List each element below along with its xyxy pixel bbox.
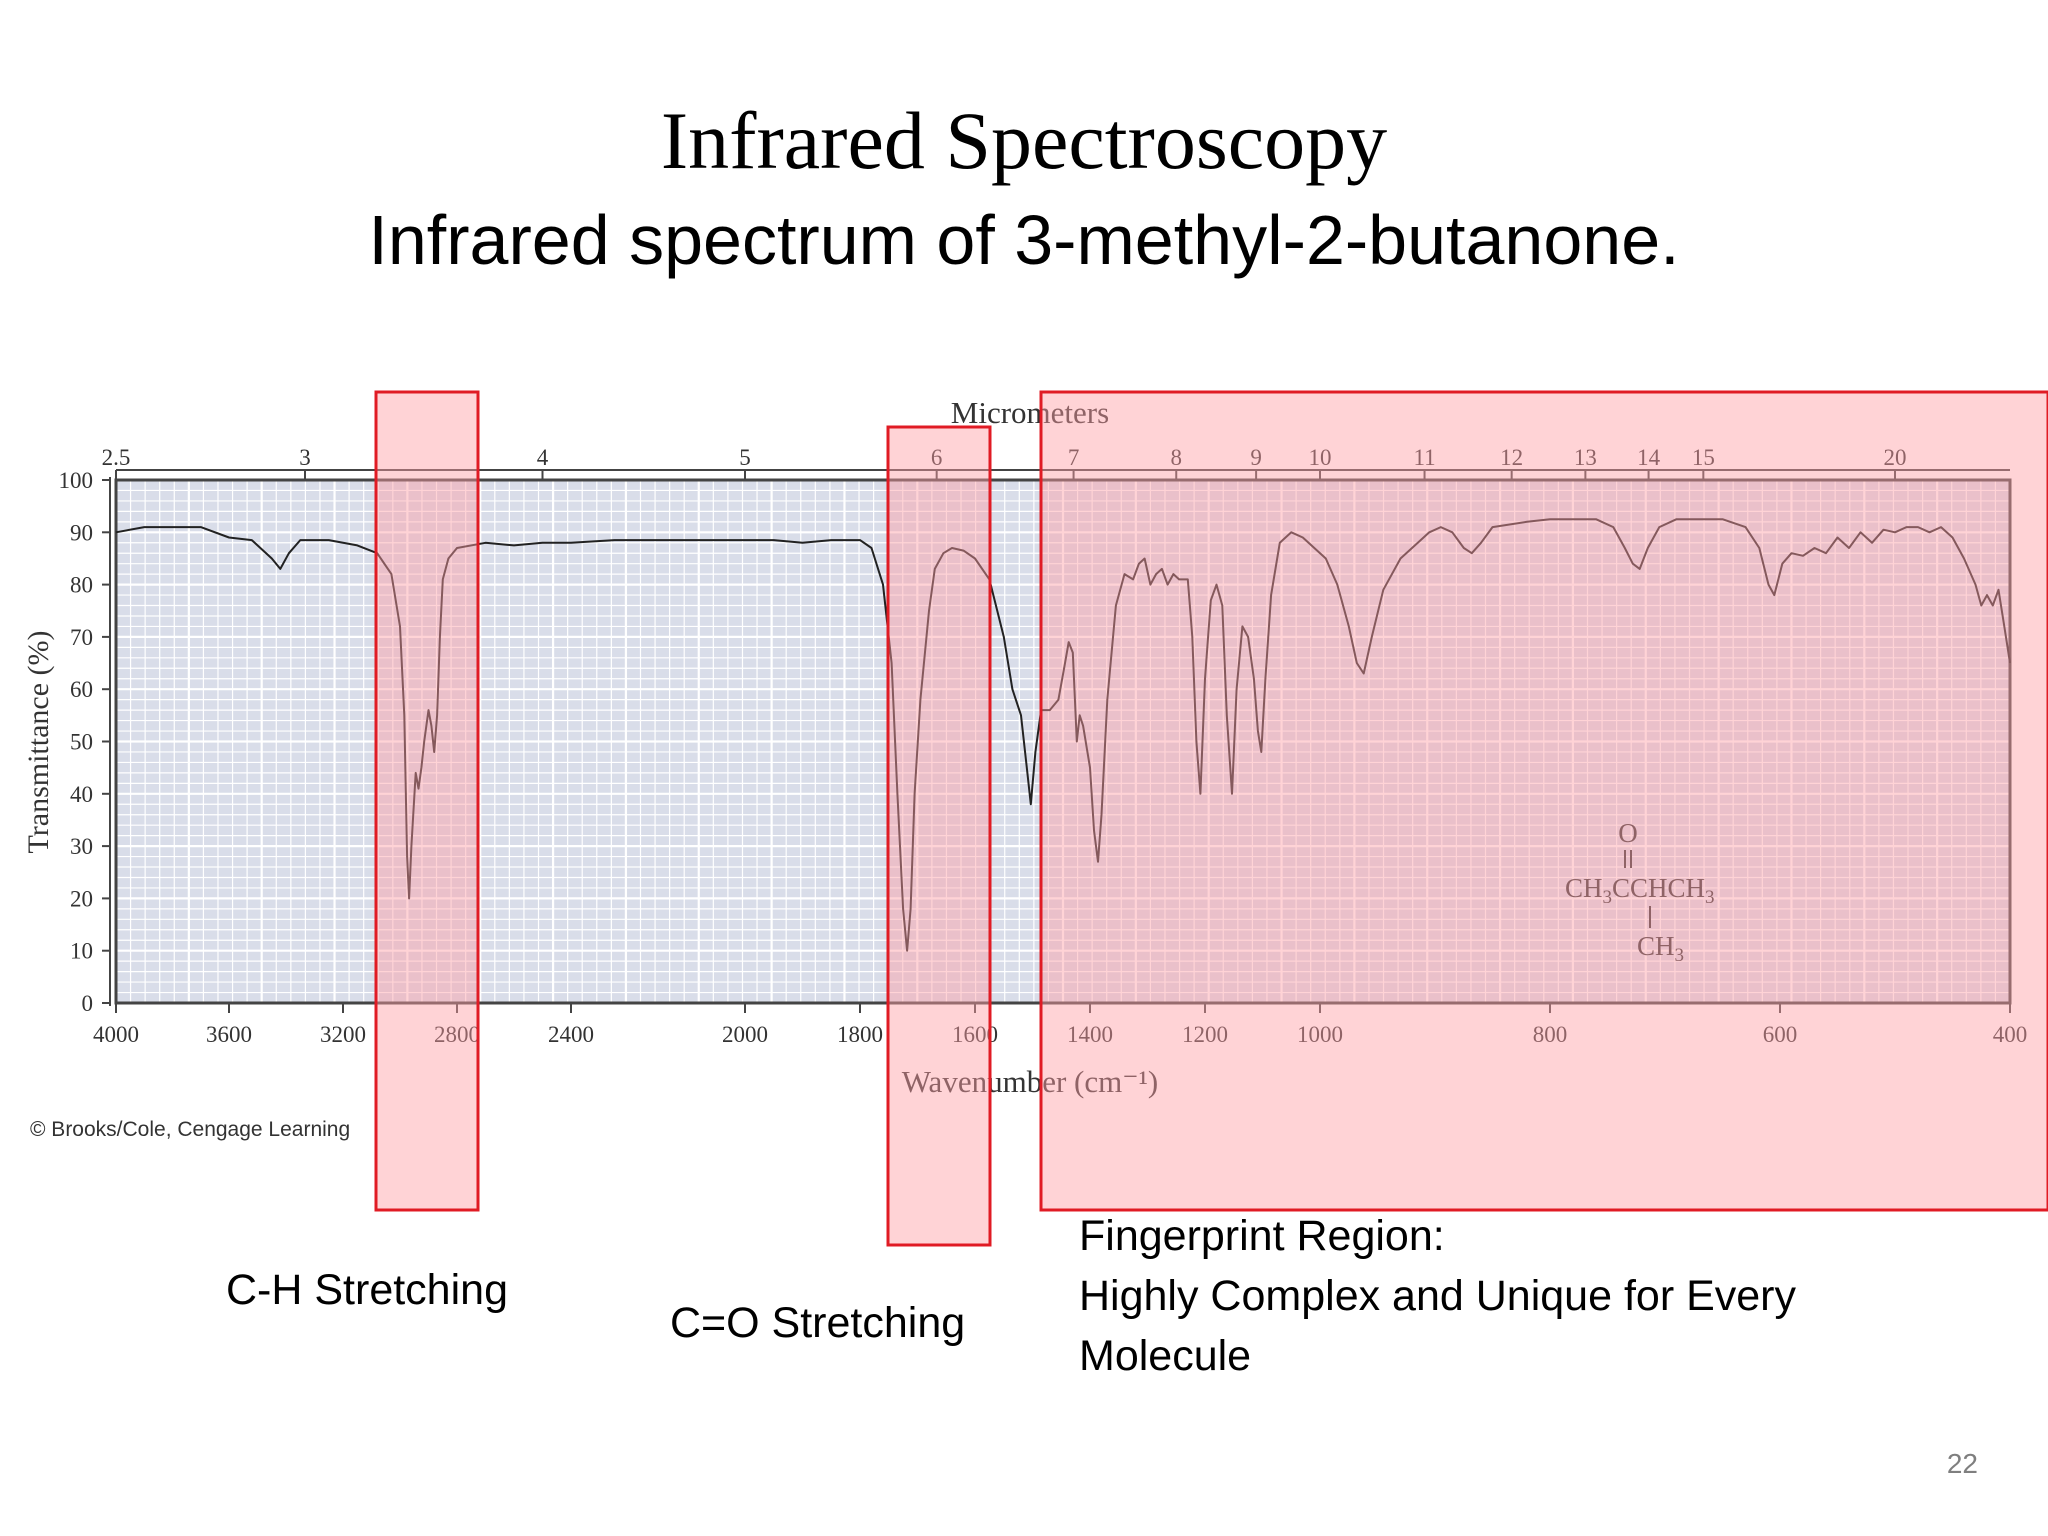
top-tick-label: 14 [1637,445,1661,470]
top-tick-label: 7 [1068,445,1080,470]
series-layer [115,518,2011,952]
y-tick-label: 40 [70,782,93,807]
y-tick-label: 80 [70,573,93,598]
top-tick-label: 11 [1413,445,1435,470]
top-tick-label: 4 [537,445,549,470]
x-tick-label: 1000 [1297,1022,1343,1047]
y-tick-label: 10 [70,939,93,964]
y-tick-label: 30 [70,834,93,859]
page-number: 22 [1946,1448,1978,1479]
top-tick-label: 13 [1574,445,1597,470]
x-tick-label: 400 [1993,1022,2028,1047]
y-tick-label: 50 [70,730,93,755]
plot-border [114,478,2012,1005]
x-tick-label: 1400 [1067,1022,1113,1047]
x-tick-label: 800 [1533,1022,1568,1047]
x-tick-label: 2800 [434,1022,480,1047]
x-tick-label: 1200 [1182,1022,1228,1047]
molecule-structure: O CH3CCHCH3 CH3 [1565,818,1715,966]
top-tick-label: 20 [1884,445,1907,470]
molecule-oxygen: O [1618,818,1638,848]
top-axis-label: Micrometers [951,395,1109,430]
ch-stretching-label: C-H Stretching [226,1266,508,1314]
y-tick-label: 20 [70,886,93,911]
slide-subtitle: Infrared spectrum of 3-methyl-2-butanone… [368,201,1680,279]
plot-grid [116,480,2010,1003]
top-tick-label: 15 [1692,445,1715,470]
top-tick-label: 10 [1309,445,1332,470]
fingerprint-region-highlight [1039,390,2048,1212]
fingerprint-line-2: Highly Complex and Unique for Every [1079,1272,1796,1321]
top-tick-label: 3 [299,445,311,470]
co-stretching-highlight [886,425,992,1247]
fingerprint-line-3: Molecule [1079,1332,1252,1381]
spectrum-line-0 [115,518,2011,952]
x-tick-label: 4000 [93,1022,139,1047]
x-tick-label: 2400 [548,1022,594,1047]
x-axis-label: Wavenumber (cm⁻¹) [902,1064,1158,1099]
top-tick-label: 9 [1250,445,1262,470]
x-tick-label: 3200 [320,1022,366,1047]
y-axis-label: Transmittance (%) [22,630,55,853]
top-tick-label: 12 [1500,445,1523,470]
y-tick-label: 70 [70,625,93,650]
x-tick-label: 3600 [206,1022,252,1047]
molecule-main-chain: CH3CCHCH3 [1565,873,1715,908]
x-tick-label: 2000 [722,1022,768,1047]
co-stretching-label: C=O Stretching [670,1299,966,1347]
y-tick-label: 90 [70,520,93,545]
top-tick-label: 2.5 [102,445,131,470]
x-axis: 4000 3600 3200 2800 2400 2000 1800 1600 1400 1200… [93,1003,2027,1047]
molecule-branch: CH3 [1637,931,1684,966]
fingerprint-description: Fingerprint Region: Highly Complex and U… [1079,1206,1796,1387]
top-tick-label: 8 [1171,445,1183,470]
highlight-boxes [374,390,2048,1247]
top-axis: 2.5 3 4 5 6 7 8 9 10 11 12 13 14 15 20 [102,445,2010,480]
top-tick-label: 5 [739,445,751,470]
copyright-credit: © Brooks/Cole, Cengage Learning [30,1118,350,1141]
ch-stretching-highlight [374,390,480,1212]
y-axis: 0 10 20 30 40 50 60 70 80 90 100 [59,468,110,1016]
x-tick-label: 1800 [837,1022,883,1047]
slide-title: Infrared Spectroscopy [660,95,1388,186]
y-tick-label: 0 [82,991,94,1016]
y-tick-label: 60 [70,677,93,702]
top-tick-label: 6 [931,445,943,470]
x-tick-label: 600 [1763,1022,1798,1047]
axis-labels: Micrometers Wavenumber (cm⁻¹) Transmittanc… [22,395,1158,1141]
y-tick-label: 100 [59,468,94,493]
fingerprint-line-1: Fingerprint Region: [1079,1212,1445,1260]
